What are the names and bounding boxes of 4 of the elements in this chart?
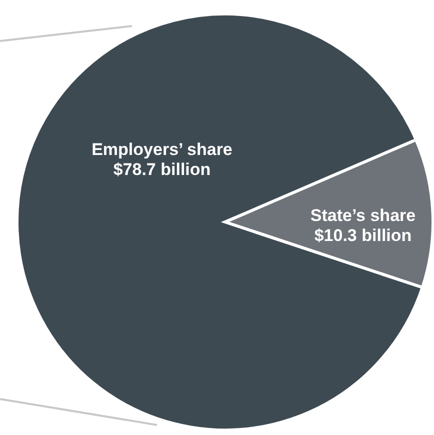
- data-label: $78.7 billion: [113, 160, 211, 179]
- data-label: $10.3 billion: [314, 226, 412, 245]
- slice-label: State’s share: [310, 206, 416, 225]
- slice-label: Employers’ share: [92, 140, 232, 159]
